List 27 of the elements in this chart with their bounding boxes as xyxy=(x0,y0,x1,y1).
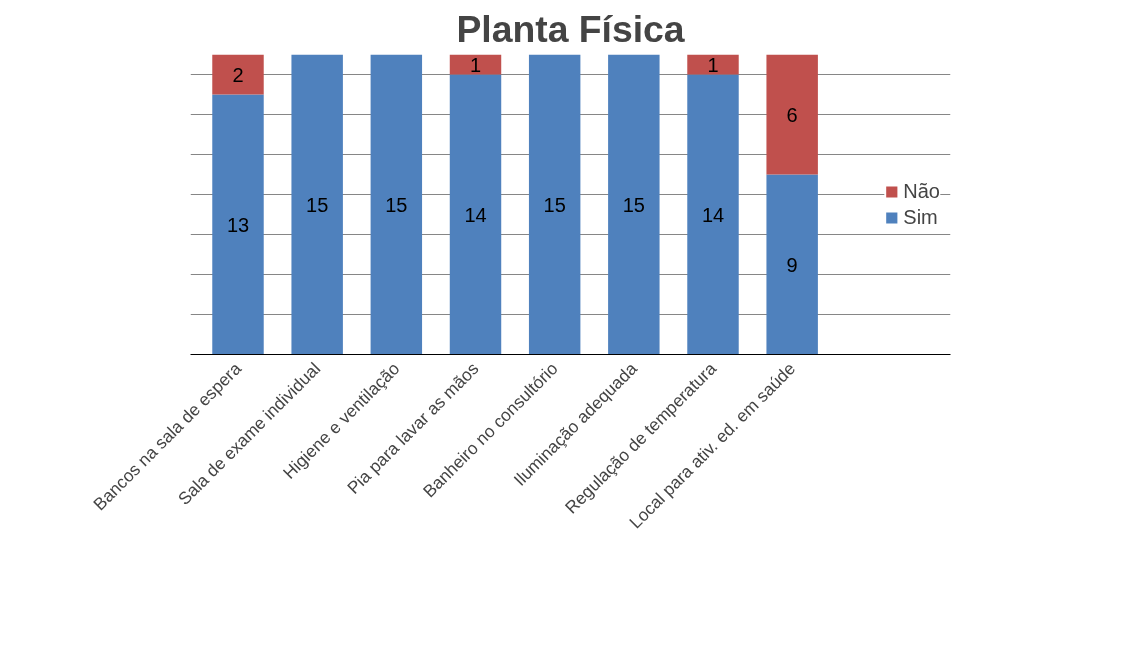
data-label: 14 xyxy=(464,203,487,226)
bar xyxy=(212,94,264,355)
bar xyxy=(291,54,343,355)
bar xyxy=(766,54,818,175)
data-label: 1 xyxy=(707,53,719,76)
bar xyxy=(528,54,581,355)
bar xyxy=(449,54,502,75)
data-label: 9 xyxy=(786,253,798,276)
data-label: 14 xyxy=(701,203,725,226)
data-label: 6 xyxy=(786,103,798,126)
bar xyxy=(370,54,423,355)
data-label: 15 xyxy=(622,193,645,216)
chart-title: Planta Física xyxy=(456,7,685,50)
data-label: 15 xyxy=(543,193,566,216)
legend-label: Sim xyxy=(903,205,938,229)
data-label: 2 xyxy=(232,63,244,86)
data-label: 13 xyxy=(226,213,250,236)
bar xyxy=(449,74,502,355)
data-label: 1 xyxy=(469,53,482,76)
data-label: 15 xyxy=(385,193,408,216)
bar xyxy=(212,54,264,95)
legend-label: Não xyxy=(903,179,940,203)
data-label: 15 xyxy=(306,193,329,216)
bar xyxy=(608,54,660,355)
bar xyxy=(687,74,739,355)
bar xyxy=(687,54,739,75)
bar xyxy=(766,174,818,355)
